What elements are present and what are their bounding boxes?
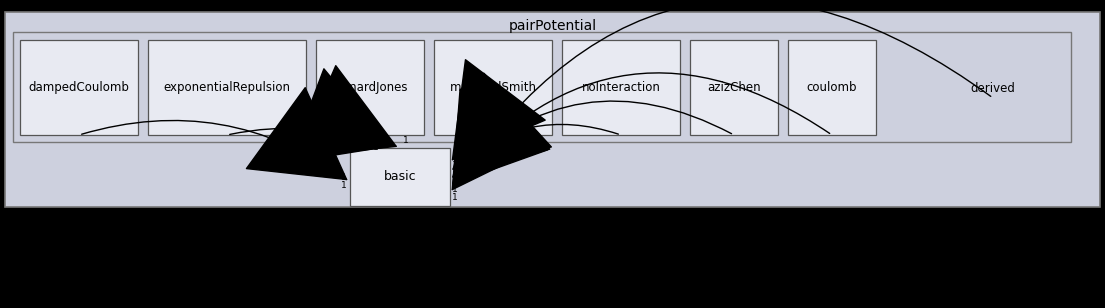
Text: 1: 1 — [452, 155, 457, 164]
Text: coulomb: coulomb — [807, 81, 857, 94]
Bar — [13, 32, 1071, 142]
Text: exponentialRepulsion: exponentialRepulsion — [164, 81, 291, 94]
FancyArrowPatch shape — [453, 73, 830, 184]
FancyArrowPatch shape — [453, 73, 619, 169]
Text: 1: 1 — [341, 181, 347, 191]
Bar — [6, 12, 1099, 207]
Bar — [562, 40, 680, 135]
FancyArrowPatch shape — [452, 60, 545, 160]
Text: 1: 1 — [452, 176, 457, 184]
FancyArrowPatch shape — [453, 79, 732, 177]
Bar — [20, 40, 138, 135]
Bar — [316, 40, 424, 135]
Text: 1: 1 — [341, 172, 347, 181]
Text: 1: 1 — [373, 143, 379, 152]
Text: lennardJones: lennardJones — [332, 81, 408, 94]
Text: 1: 1 — [403, 136, 409, 145]
Text: basic: basic — [383, 171, 417, 184]
Text: derived: derived — [970, 82, 1015, 95]
Bar — [350, 148, 450, 206]
Text: 1: 1 — [452, 184, 457, 193]
Text: noInteraction: noInteraction — [581, 81, 661, 94]
FancyArrowPatch shape — [452, 0, 991, 189]
Bar — [148, 40, 306, 135]
FancyArrowPatch shape — [82, 88, 347, 180]
Text: azizChen: azizChen — [707, 81, 761, 94]
Text: 1: 1 — [452, 192, 457, 201]
Bar — [434, 40, 552, 135]
FancyArrowPatch shape — [230, 69, 388, 162]
Text: pairPotential: pairPotential — [508, 19, 597, 33]
Text: dampedCoulomb: dampedCoulomb — [29, 81, 129, 94]
FancyArrowPatch shape — [296, 66, 397, 157]
Text: 1: 1 — [482, 140, 488, 149]
Text: maitlandSmith: maitlandSmith — [450, 81, 537, 94]
Bar — [690, 40, 778, 135]
Bar — [788, 40, 876, 135]
